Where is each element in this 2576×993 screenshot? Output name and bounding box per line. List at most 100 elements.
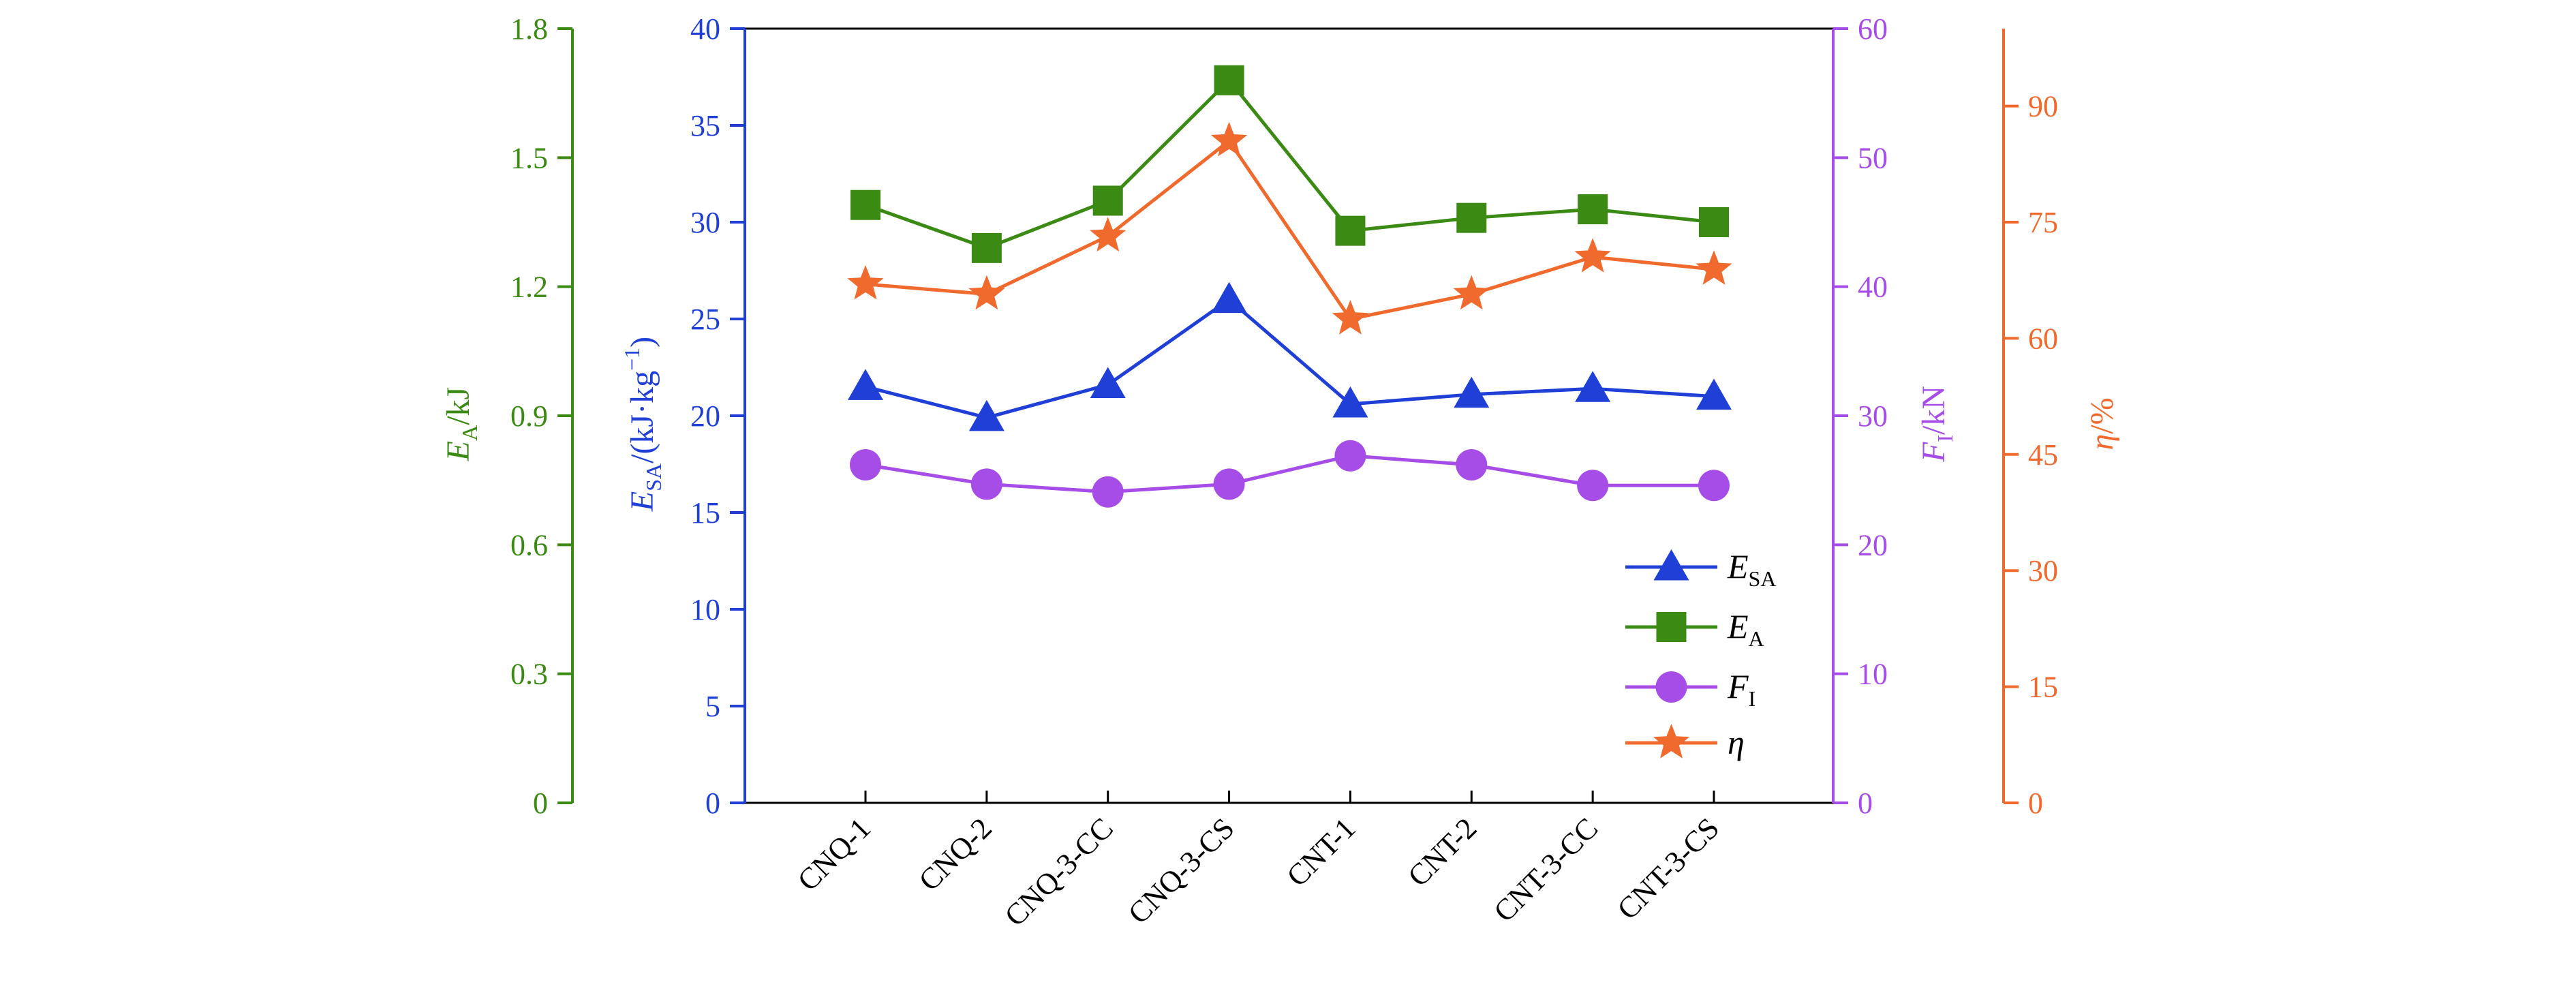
legend-label-sub: SA [1749, 566, 1777, 591]
fi-point-marker [1213, 468, 1245, 500]
fi-point-marker [1698, 470, 1730, 502]
eta-point-marker [1332, 300, 1369, 335]
esa-series-line [865, 298, 1715, 420]
legend-label-eta: η [1728, 723, 1745, 761]
fi-point-marker [850, 448, 881, 480]
legend-label-sub: A [1749, 626, 1764, 651]
x-tick-label: CNT-3-CC [1487, 811, 1604, 928]
eta-axis-title-rest: /% [2084, 397, 2120, 433]
ea-point-marker [971, 232, 1002, 263]
ea-point-marker [1214, 65, 1244, 95]
ea-axis-title: EA/kJ [440, 387, 482, 461]
legend-label-main: E [1727, 547, 1749, 585]
fi-tick-label: 0 [1858, 786, 1873, 820]
ea-point-marker [1699, 207, 1729, 237]
ea-point-marker [1335, 215, 1366, 246]
eta-point-marker [1210, 121, 1248, 157]
esa-tick-label: 15 [690, 496, 720, 530]
ea-axis-title-sub: A [457, 425, 482, 441]
x-tick-label: CNT-1 [1281, 811, 1362, 893]
eta-point-marker [1090, 217, 1126, 252]
x-tick-label: CNQ-3-CS [1122, 811, 1241, 930]
esa-tick-label: 35 [690, 109, 720, 142]
legend-label-main: F [1727, 667, 1749, 705]
ea-axis-title-rest: /kJ [440, 387, 476, 425]
legend-marker-eta-marker [1653, 724, 1690, 759]
ea-point-marker [850, 189, 880, 220]
fi-axis-title-sub: I [1933, 435, 1957, 442]
eta-tick-label: 45 [2028, 438, 2058, 472]
ea-series-line [865, 78, 1715, 250]
eta-point-marker [1453, 275, 1490, 310]
esa-tick-label: 20 [690, 399, 720, 433]
esa-point-marker [1696, 378, 1732, 410]
esa-axis-title-close: ) [624, 337, 660, 348]
ea-tick-label: 1.8 [510, 12, 548, 46]
esa-tick-label: 5 [705, 690, 720, 723]
eta-tick-label: 30 [2028, 554, 2058, 587]
legend-label-esa: ESA [1727, 547, 1776, 591]
esa-axis-title-main: E [624, 491, 660, 512]
eta-series-line [865, 139, 1715, 321]
eta-point-marker [968, 275, 1005, 310]
fi-tick-label: 60 [1858, 12, 1888, 46]
fi-point-marker [970, 468, 1002, 500]
ea-tick-label: 0.9 [510, 399, 548, 433]
ea-point-marker [1578, 194, 1608, 225]
ea-point-marker [1456, 202, 1487, 233]
esa-axis-title-sub: SA [641, 463, 666, 491]
eta-axis-title: η/% [2084, 397, 2120, 450]
legend-label-fi: FI [1727, 667, 1755, 711]
ea-tick-label: 0.3 [510, 658, 548, 691]
legend-label-ea: EA [1727, 607, 1764, 651]
esa-tick-label: 25 [690, 303, 720, 336]
fi-point-marker [1456, 448, 1488, 480]
fi-point-marker [1577, 470, 1609, 502]
fi-tick-label: 10 [1858, 658, 1888, 691]
legend-marker-ea-marker [1656, 612, 1687, 642]
ea-tick-label: 0.6 [510, 528, 548, 562]
fi-tick-label: 40 [1858, 271, 1888, 304]
x-tick-label: CNQ-2 [913, 811, 998, 897]
eta-tick-label: 60 [2028, 322, 2058, 355]
fi-tick-label: 30 [1858, 399, 1888, 433]
ea-axis-title-main: E [440, 441, 476, 461]
esa-axis-title: ESA/(kJ·kg−1) [619, 337, 666, 512]
esa-tick-label: 30 [690, 206, 720, 239]
fi-axis-title-rest: /kN [1916, 386, 1952, 435]
fi-tick-label: 50 [1858, 141, 1888, 174]
fi-series-line [865, 454, 1714, 494]
eta-point-marker [1574, 238, 1611, 273]
esa-point-marker [1332, 386, 1368, 418]
eta-tick-label: 90 [2028, 90, 2058, 123]
x-tick-label: CNQ-1 [791, 811, 877, 897]
eta-point-marker [1696, 250, 1732, 285]
esa-point-marker [1090, 367, 1126, 399]
x-tick-label: CNT-2 [1401, 811, 1483, 893]
ea-point-marker [1092, 185, 1123, 216]
legend-label-main: η [1728, 723, 1745, 761]
legend-marker-fi-marker [1655, 671, 1687, 703]
fi-point-marker [1334, 440, 1366, 472]
esa-axis-title-sup: −1 [619, 348, 644, 371]
ea-tick-label: 1.2 [510, 271, 548, 304]
eta-tick-label: 0 [2028, 786, 2043, 820]
eta-point-marker [847, 264, 884, 300]
fi-tick-label: 20 [1858, 528, 1888, 562]
ea-tick-label: 1.5 [510, 141, 548, 174]
esa-point-marker [848, 369, 883, 400]
x-tick-label: CNT-3-CS [1611, 811, 1726, 926]
legend-marker-esa-marker [1653, 549, 1689, 581]
esa-tick-label: 0 [705, 786, 720, 820]
esa-point-marker [1575, 371, 1611, 402]
esa-tick-label: 40 [690, 12, 720, 46]
fi-axis-title: FI/kN [1916, 386, 1957, 463]
esa-point-marker [1454, 376, 1490, 408]
esa-point-marker [968, 399, 1005, 431]
esa-axis-title-rest: /(kJ·kg [624, 371, 660, 463]
esa-point-marker [1211, 281, 1247, 314]
eta-axis-title-main: η [2084, 434, 2120, 450]
esa-tick-label: 10 [690, 593, 720, 626]
